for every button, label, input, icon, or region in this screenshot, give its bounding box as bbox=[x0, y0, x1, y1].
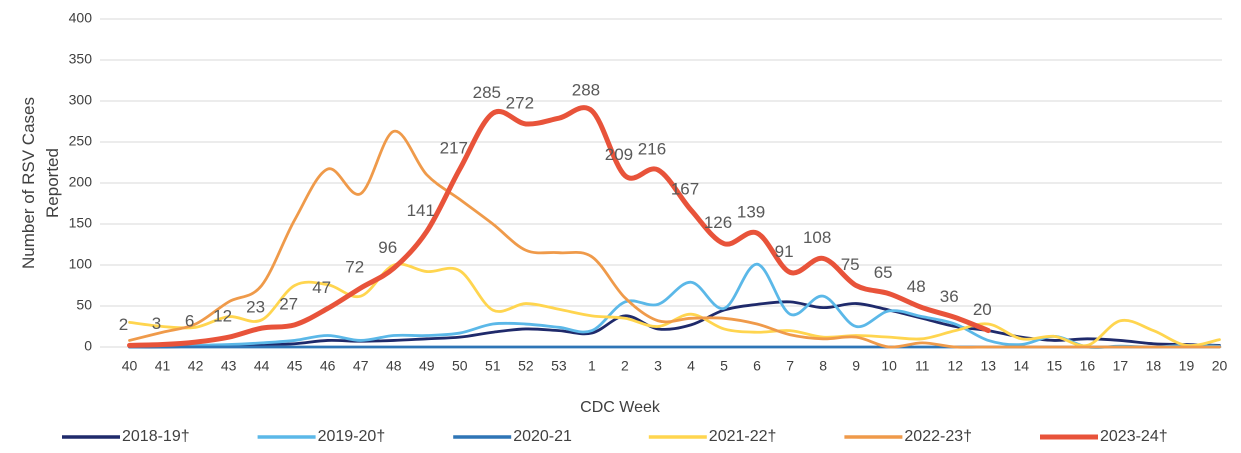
series-line bbox=[127, 105, 991, 348]
x-tick-label: 8 bbox=[819, 358, 827, 374]
y-tick-label: 0 bbox=[84, 338, 92, 354]
y-tick-label: 300 bbox=[69, 92, 93, 108]
x-tick-label: 44 bbox=[254, 358, 270, 374]
data-label: 209 bbox=[605, 145, 633, 164]
y-tick-label: 50 bbox=[76, 297, 92, 313]
x-tick-label: 2 bbox=[621, 358, 629, 374]
x-tick-label: 46 bbox=[320, 358, 336, 374]
data-label: 65 bbox=[874, 263, 893, 282]
data-label: 126 bbox=[704, 213, 732, 232]
y-tick-label: 350 bbox=[69, 51, 93, 67]
x-tick-label: 17 bbox=[1113, 358, 1129, 374]
x-tick-label: 10 bbox=[881, 358, 897, 374]
x-tick-label: 1 bbox=[588, 358, 596, 374]
data-label: 36 bbox=[940, 287, 959, 306]
data-label: 285 bbox=[473, 83, 501, 102]
legend-label: 2023-24† bbox=[1100, 428, 1168, 445]
data-label: 216 bbox=[638, 139, 666, 158]
legend-label: 2018-19† bbox=[122, 428, 190, 445]
legend-label: 2021-22† bbox=[709, 428, 777, 445]
x-tick-label: 18 bbox=[1146, 358, 1162, 374]
x-tick-label: 7 bbox=[786, 358, 794, 374]
x-tick-label: 41 bbox=[155, 358, 171, 374]
y-tick-label: 100 bbox=[69, 256, 93, 272]
x-tick-label: 42 bbox=[188, 358, 204, 374]
x-tick-label: 4 bbox=[687, 358, 695, 374]
x-tick-label: 45 bbox=[287, 358, 303, 374]
data-label: 48 bbox=[907, 277, 926, 296]
x-tick-label: 48 bbox=[386, 358, 402, 374]
data-label: 23 bbox=[246, 298, 265, 317]
data-label: 2 bbox=[119, 315, 128, 334]
x-tick-label: 5 bbox=[720, 358, 728, 374]
x-axis-title: CDC Week bbox=[580, 399, 661, 416]
x-tick-label: 3 bbox=[654, 358, 662, 374]
legend-label: 2022-23† bbox=[904, 428, 972, 445]
x-tick-label: 11 bbox=[915, 358, 930, 374]
data-label: 47 bbox=[312, 278, 331, 297]
data-label: 12 bbox=[213, 307, 232, 326]
x-tick-label: 9 bbox=[852, 358, 860, 374]
x-tick-label: 19 bbox=[1179, 358, 1195, 374]
x-tick-label: 51 bbox=[485, 358, 501, 374]
x-tick-label: 15 bbox=[1047, 358, 1063, 374]
x-tick-label: 40 bbox=[122, 358, 138, 374]
x-tick-label: 50 bbox=[452, 358, 468, 374]
y-tick-label: 200 bbox=[69, 174, 93, 190]
data-label: 96 bbox=[378, 238, 397, 257]
data-label: 141 bbox=[407, 201, 435, 220]
data-label: 288 bbox=[572, 80, 600, 99]
data-label: 272 bbox=[506, 93, 534, 112]
series-line bbox=[128, 129, 1221, 349]
data-label: 91 bbox=[775, 242, 794, 261]
x-tick-label: 47 bbox=[353, 358, 369, 374]
x-tick-label: 6 bbox=[753, 358, 761, 374]
data-label: 6 bbox=[185, 312, 194, 331]
legend-label: 2019-20† bbox=[318, 428, 386, 445]
x-tick-label: 13 bbox=[980, 358, 996, 374]
y-tick-label: 400 bbox=[69, 10, 93, 26]
data-label: 167 bbox=[671, 180, 699, 199]
y-tick-label: 150 bbox=[69, 215, 93, 231]
data-label: 27 bbox=[279, 294, 298, 313]
y-axis-title: Number of RSV Cases Reported bbox=[19, 97, 62, 269]
data-label: 72 bbox=[345, 257, 364, 276]
x-tick-label: 14 bbox=[1014, 358, 1030, 374]
data-label: 75 bbox=[841, 255, 860, 274]
data-label: 20 bbox=[973, 300, 992, 319]
x-tick-label: 43 bbox=[221, 358, 237, 374]
x-tick-label: 20 bbox=[1212, 358, 1228, 374]
series-line bbox=[128, 262, 1221, 349]
x-tick-label: 53 bbox=[551, 358, 567, 374]
x-tick-label: 49 bbox=[419, 358, 435, 374]
x-tick-label: 52 bbox=[518, 358, 534, 374]
y-tick-label: 250 bbox=[69, 133, 93, 149]
data-label: 217 bbox=[440, 139, 468, 158]
data-label: 108 bbox=[803, 228, 831, 247]
x-tick-label: 16 bbox=[1080, 358, 1096, 374]
data-label: 3 bbox=[152, 314, 161, 333]
x-tick-label: 12 bbox=[947, 358, 963, 374]
data-label: 139 bbox=[737, 203, 765, 222]
legend-label: 2020-21 bbox=[513, 428, 572, 445]
